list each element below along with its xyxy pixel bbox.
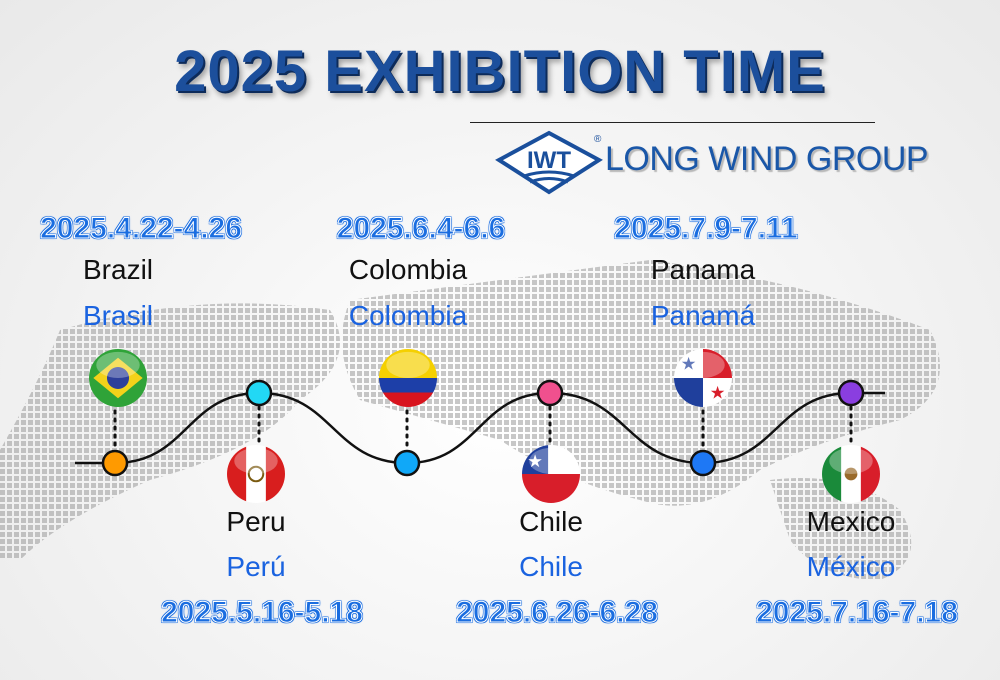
timeline-node xyxy=(245,379,273,407)
divider xyxy=(470,122,875,123)
timeline-curve xyxy=(75,391,885,465)
timeline-node xyxy=(536,379,564,407)
exhibition-date: 2025.7.16-7.18 xyxy=(756,596,959,630)
exhibition-date: 2025.6.26-6.28 xyxy=(456,596,659,630)
exhibition-date: 2025.5.16-5.18 xyxy=(161,596,364,630)
country-name-english: Chile xyxy=(519,506,583,537)
country-name-spanish: Colombia xyxy=(348,300,468,331)
peru-flag-icon xyxy=(227,445,285,503)
exhibition-date: 2025.6.4-6.6 xyxy=(336,212,506,246)
brazil-flag-icon xyxy=(89,349,147,407)
country-name-english: Colombia xyxy=(348,254,468,285)
timeline-node xyxy=(689,449,717,477)
mexico-flag-icon xyxy=(822,445,880,503)
long-wind-logo: IWT ® xyxy=(495,130,603,195)
country-name-english: Brazil xyxy=(82,254,154,285)
timeline-node xyxy=(393,449,421,477)
country-name-spanish: México xyxy=(806,551,896,582)
colombia-flag-icon xyxy=(379,349,437,407)
page-title: 2025 EXHIBITION TIME xyxy=(174,39,826,104)
country-name-spanish: Perú xyxy=(226,551,286,582)
country-name-english: Peru xyxy=(226,506,286,537)
country-name-spanish: Brasil xyxy=(82,300,154,331)
svg-text:★: ★ xyxy=(710,382,726,402)
panama-flag-icon: ★★ xyxy=(674,349,732,407)
svg-text:★: ★ xyxy=(527,451,543,471)
country-name-english: Panama xyxy=(650,254,756,285)
timeline-node xyxy=(101,449,129,477)
country-name-spanish: Chile xyxy=(519,551,583,582)
brand-name: LONG WIND GROUP xyxy=(605,140,929,178)
country-name-spanish: Panamá xyxy=(650,300,756,331)
registered-mark: ® xyxy=(594,134,602,145)
chile-flag-icon: ★ xyxy=(522,445,580,503)
timeline-node xyxy=(837,379,865,407)
svg-text:★: ★ xyxy=(681,353,697,373)
country-name-english: Mexico xyxy=(806,506,896,537)
exhibition-date: 2025.7.9-7.11 xyxy=(614,212,799,246)
exhibition-date: 2025.4.22-4.26 xyxy=(40,212,243,246)
svg-text:IWT: IWT xyxy=(527,147,571,174)
